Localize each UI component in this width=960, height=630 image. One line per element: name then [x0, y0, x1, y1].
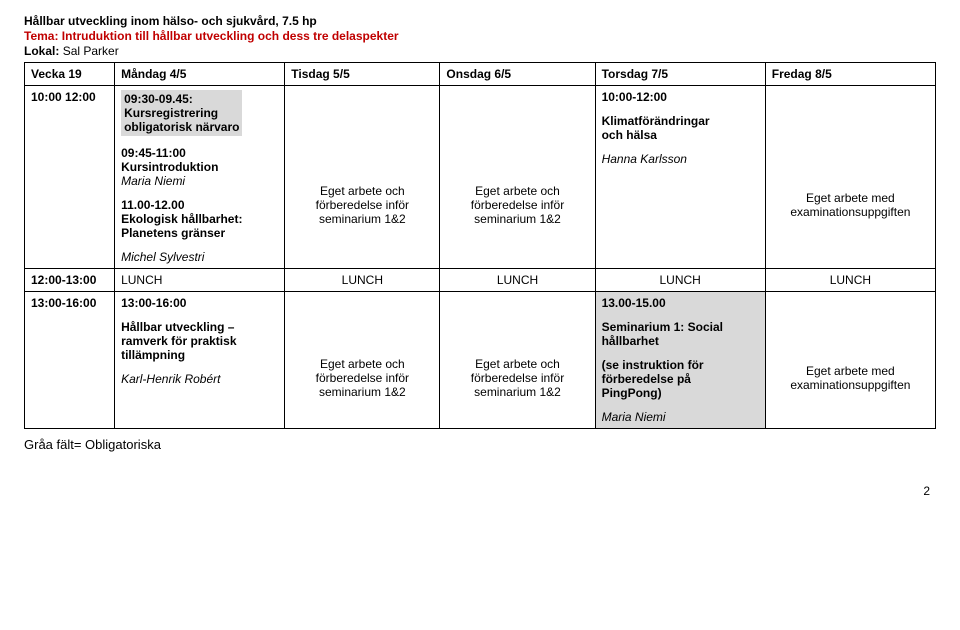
mon-aft-time: 13:00-16:00	[121, 296, 278, 310]
intro-time: 09:45-11:00	[121, 146, 278, 160]
thu-aft-sem1: Seminarium 1: Social	[602, 320, 759, 334]
thu-morning-line2: och hälsa	[602, 128, 759, 142]
thu-morning-presenter: Hanna Karlsson	[602, 152, 759, 166]
week-header: Vecka 19	[25, 63, 115, 86]
footnote: Gråa fält= Obligatoriska	[24, 437, 936, 452]
thu-aft-note3: PingPong)	[602, 386, 759, 400]
wed-afternoon-cell: Eget arbete och förberedelse inför semin…	[440, 292, 595, 429]
schedule-table: Vecka 19 Måndag 4/5 Tisdag 5/5 Onsdag 6/…	[24, 62, 936, 429]
thu-lunch-cell: LUNCH	[595, 269, 765, 292]
tue-afternoon-cell: Eget arbete och förberedelse inför semin…	[285, 292, 440, 429]
thu-aft-time: 13.00-15.00	[602, 296, 759, 310]
fri-morning-cell: Eget arbete med examinationsuppgiften	[765, 86, 935, 269]
mon-aft-line3: tillämpning	[121, 348, 278, 362]
fri-afternoon-cell: Eget arbete med examinationsuppgiften	[765, 292, 935, 429]
course-title: Hållbar utveckling inom hälso- och sjukv…	[24, 14, 936, 28]
location-label: Lokal:	[24, 44, 59, 58]
thu-header: Torsdag 7/5	[595, 63, 765, 86]
wed-morning-cell: Eget arbete och förberedelse inför semin…	[440, 86, 595, 269]
mon-morning-cell: 09:30-09.45: Kursregistrering obligatori…	[115, 86, 285, 269]
reg-line1: Kursregistrering	[124, 106, 239, 120]
eco-title1: Ekologisk hållbarhet:	[121, 212, 278, 226]
mon-header: Måndag 4/5	[115, 63, 285, 86]
reg-time: 09:30-09.45:	[124, 92, 239, 106]
tue-header: Tisdag 5/5	[285, 63, 440, 86]
thu-aft-note2: förberedelse på	[602, 372, 759, 386]
time-cell-morning: 10:00 12:00	[25, 86, 115, 269]
row-lunch: 12:00-13:00 LUNCH LUNCH LUNCH LUNCH LUNC…	[25, 269, 936, 292]
course-theme: Tema: Intruduktion till hållbar utveckli…	[24, 29, 936, 43]
page-number: 2	[24, 484, 936, 498]
thu-aft-sem2: hållbarhet	[602, 334, 759, 348]
thu-morning-time: 10:00-12:00	[602, 90, 759, 104]
mon-aft-line2: ramverk för praktisk	[121, 334, 278, 348]
time-cell-afternoon: 13:00-16:00	[25, 292, 115, 429]
thu-afternoon-cell: 13.00-15.00 Seminarium 1: Social hållbar…	[595, 292, 765, 429]
mon-aft-presenter: Karl-Henrik Robért	[121, 372, 278, 386]
row-afternoon: 13:00-16:00 13:00-16:00 Hållbar utveckli…	[25, 292, 936, 429]
mon-lunch-cell: LUNCH	[115, 269, 285, 292]
thu-aft-note1: (se instruktion för	[602, 358, 759, 372]
intro-title: Kursintroduktion	[121, 160, 278, 174]
reg-line2: obligatorisk närvaro	[124, 120, 239, 134]
tue-morning-cell: Eget arbete och förberedelse inför semin…	[285, 86, 440, 269]
registration-block: 09:30-09.45: Kursregistrering obligatori…	[121, 90, 242, 136]
thu-aft-presenter: Maria Niemi	[602, 410, 759, 424]
thu-morning-cell: 10:00-12:00 Klimatförändringar och hälsa…	[595, 86, 765, 269]
mon-afternoon-cell: 13:00-16:00 Hållbar utveckling – ramverk…	[115, 292, 285, 429]
wed-lunch-cell: LUNCH	[440, 269, 595, 292]
tue-lunch-cell: LUNCH	[285, 269, 440, 292]
header-row: Vecka 19 Måndag 4/5 Tisdag 5/5 Onsdag 6/…	[25, 63, 936, 86]
wed-header: Onsdag 6/5	[440, 63, 595, 86]
eco-time: 11.00-12.00	[121, 198, 278, 212]
mon-aft-line1: Hållbar utveckling –	[121, 320, 278, 334]
time-cell-lunch: 12:00-13:00	[25, 269, 115, 292]
intro-presenter: Maria Niemi	[121, 174, 278, 188]
thu-morning-line1: Klimatförändringar	[602, 114, 759, 128]
eco-title2: Planetens gränser	[121, 226, 278, 240]
fri-header: Fredag 8/5	[765, 63, 935, 86]
fri-lunch-cell: LUNCH	[765, 269, 935, 292]
eco-presenter: Michel Sylvestri	[121, 250, 278, 264]
location-value: Sal Parker	[63, 44, 119, 58]
course-location: Lokal: Sal Parker	[24, 44, 936, 58]
row-morning: 10:00 12:00 09:30-09.45: Kursregistrerin…	[25, 86, 936, 269]
